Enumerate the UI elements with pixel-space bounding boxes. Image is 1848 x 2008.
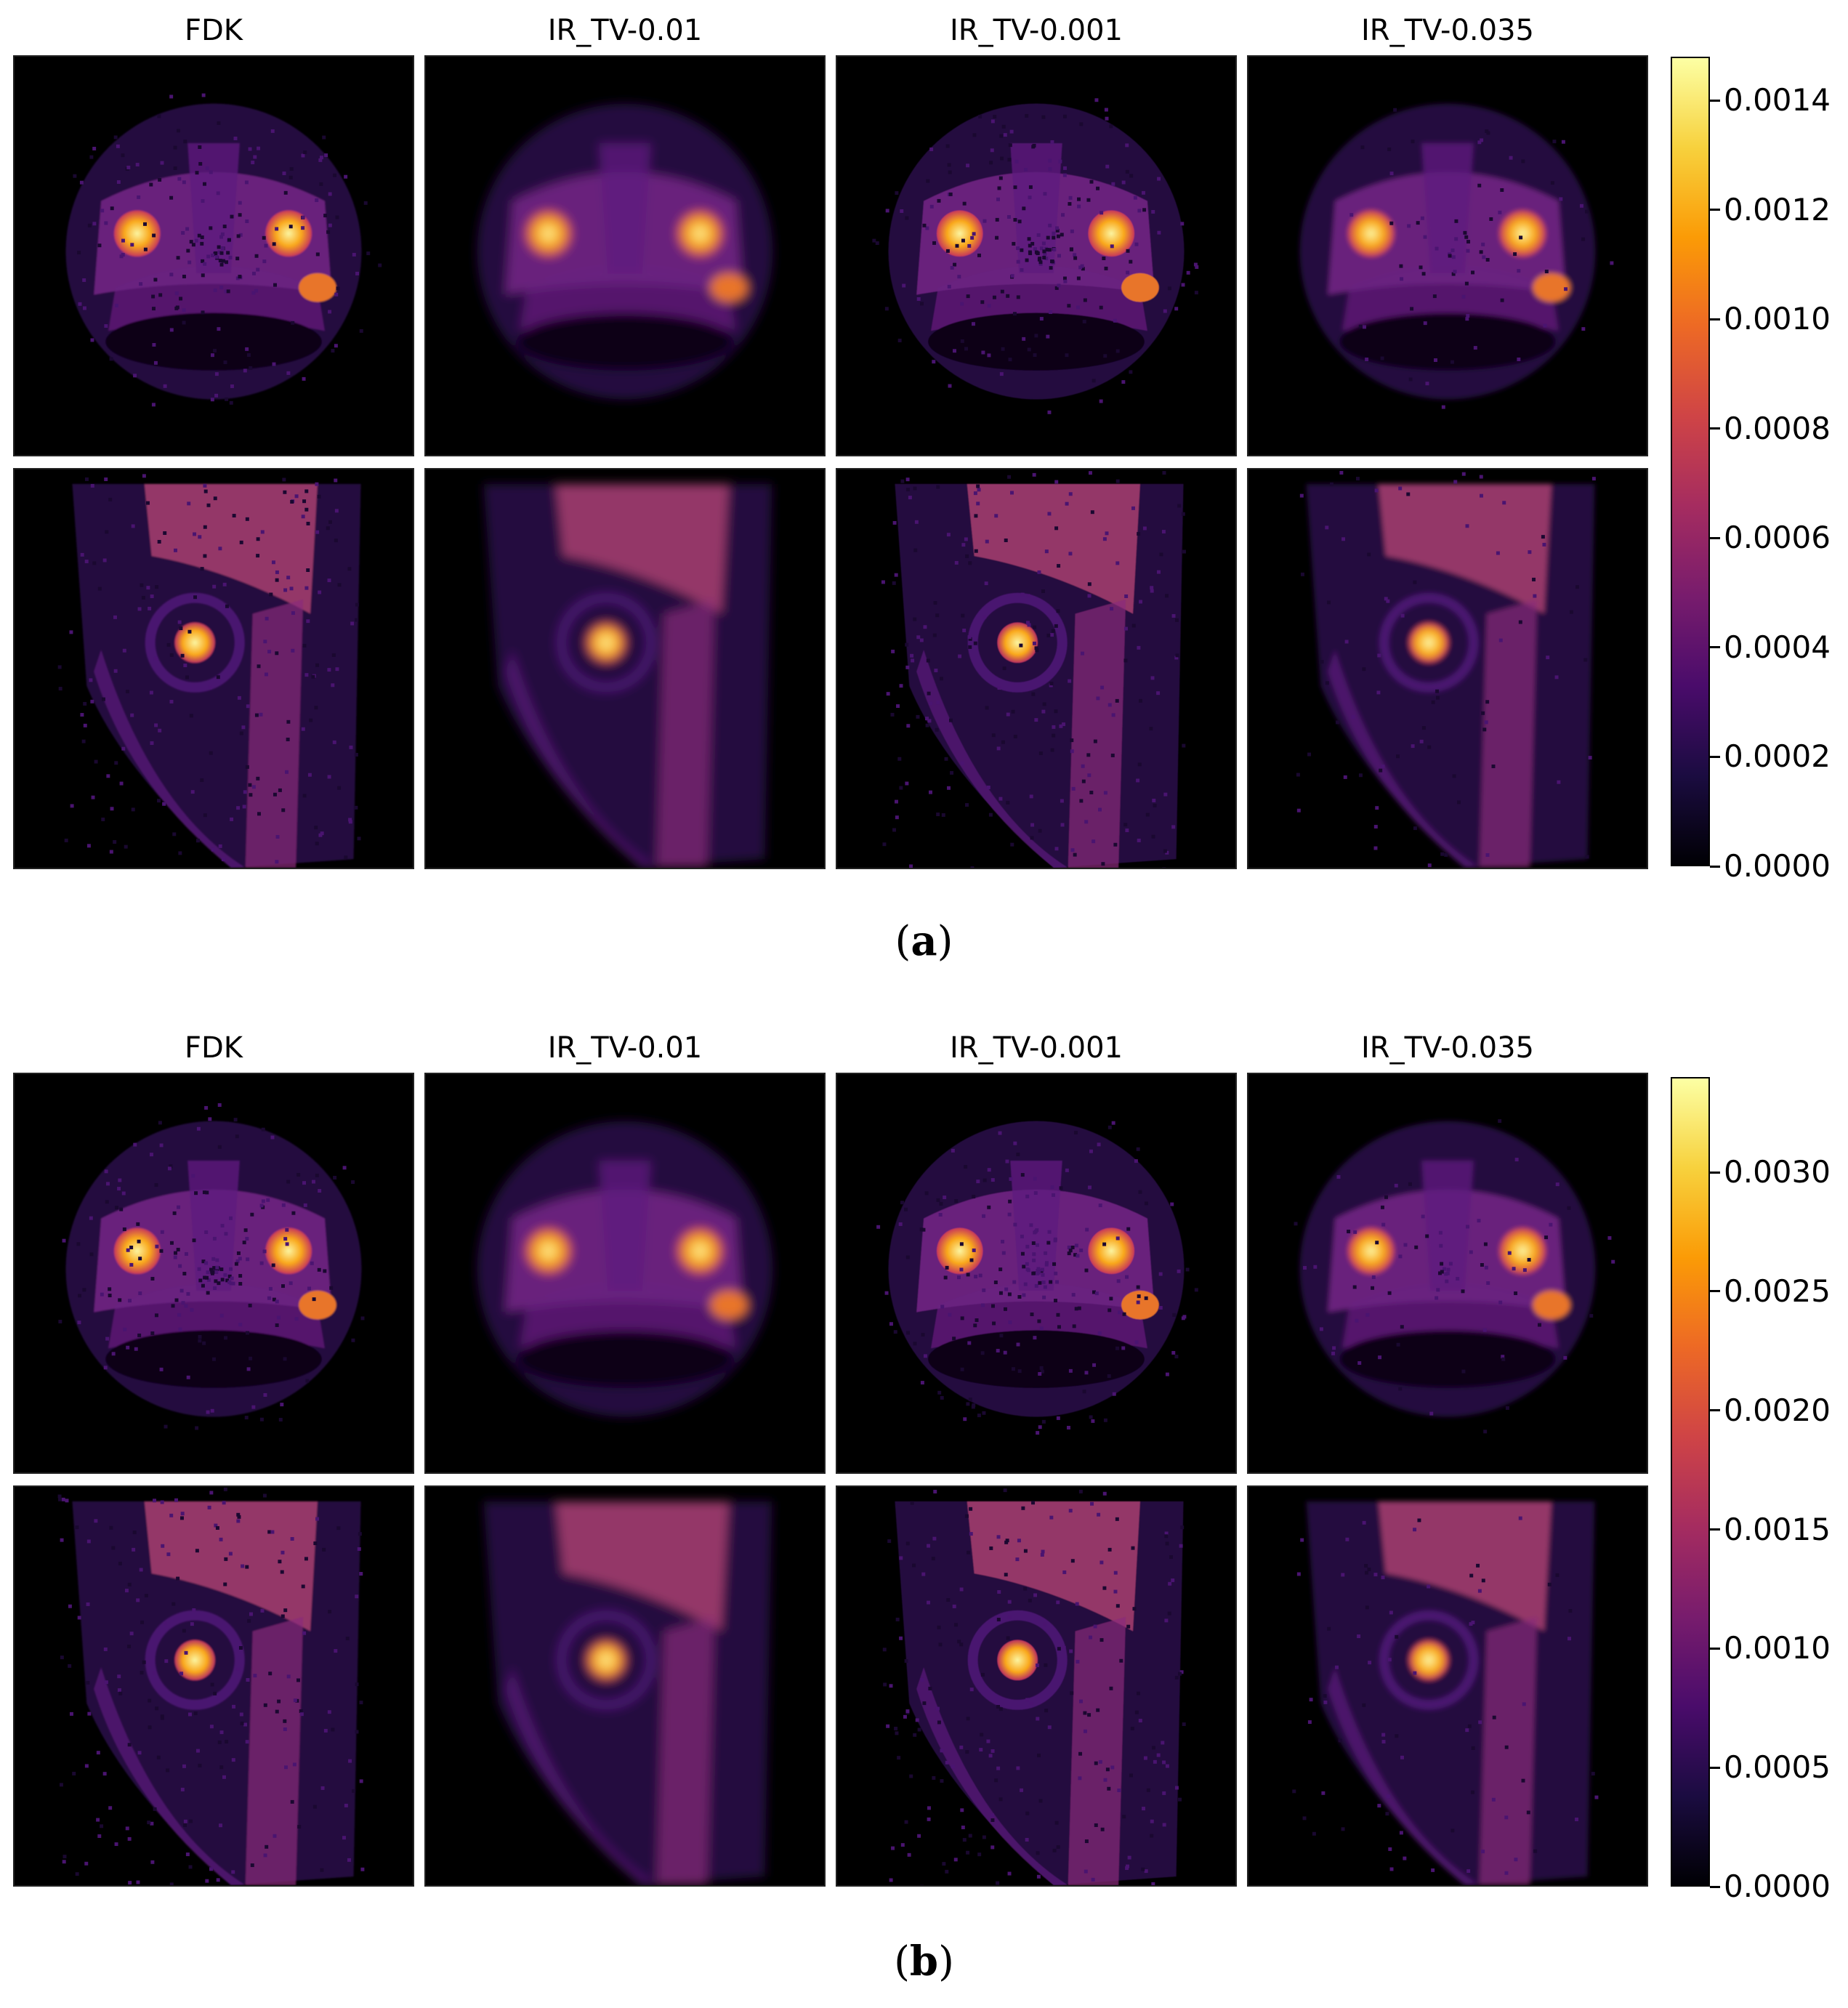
caption-letter: b xyxy=(909,1938,939,1985)
scan-graphic xyxy=(477,103,773,400)
scan-graphic xyxy=(882,1488,1186,1885)
panel-caption: (a) xyxy=(895,917,953,965)
reconstruction-image-axial-fdk xyxy=(13,55,414,456)
scan-graphic xyxy=(477,1121,773,1417)
reconstruction-image-sagittal-fdk xyxy=(13,468,414,869)
column-title: IR_TV-0.01 xyxy=(547,14,703,47)
column-title: FDK xyxy=(184,1031,243,1065)
scan-graphic xyxy=(58,1103,365,1430)
colorbar-tick-label: 0.0002 xyxy=(1724,738,1831,775)
column-title: IR_TV-0.01 xyxy=(547,1031,703,1065)
colorbar-tick xyxy=(1710,1171,1720,1174)
reconstruction-image-sagittal-tv0035 xyxy=(1247,468,1648,869)
colorbar-tick-label: 0.0000 xyxy=(1724,848,1831,884)
scan-graphic xyxy=(872,98,1199,414)
colorbar-tick-label: 0.0025 xyxy=(1724,1273,1831,1309)
column-title: IR_TV-0.001 xyxy=(950,14,1123,47)
caption-letter: a xyxy=(911,917,937,965)
reconstruction-image-sagittal-fdk xyxy=(13,1485,414,1887)
scan-graphic xyxy=(483,483,772,868)
scan-graphic xyxy=(1294,1119,1615,1434)
colorbar-tick xyxy=(1710,209,1720,211)
colorbar xyxy=(1671,1077,1710,1887)
colorbar-tick xyxy=(1710,318,1720,320)
scan-graphic xyxy=(1299,103,1614,409)
colorbar-tick xyxy=(1710,1409,1720,1412)
scan-graphic xyxy=(1296,471,1596,868)
panel-caption: (b) xyxy=(894,1938,954,1985)
colorbar-tick-label: 0.0005 xyxy=(1724,1749,1831,1786)
colorbar-tick-label: 0.0010 xyxy=(1724,1630,1831,1666)
scan-graphic xyxy=(881,471,1186,868)
colorbar-tick xyxy=(1710,646,1720,649)
reconstruction-image-sagittal-tv0001 xyxy=(836,1485,1237,1887)
scan-graphic xyxy=(1292,1501,1599,1885)
reconstruction-image-axial-tv0035 xyxy=(1247,1073,1648,1474)
reconstruction-image-axial-tv0001 xyxy=(836,55,1237,456)
figure-panel-a: FDK IR_TV-0.01 IR_TV-0.001 IR_TV-0.035 0… xyxy=(13,14,1831,965)
figure-panel-b: FDK IR_TV-0.01 IR_TV-0.001 IR_TV-0.035 0… xyxy=(0,1017,1848,2008)
reconstruction-image-sagittal-tv0035 xyxy=(1247,1485,1648,1887)
scan-graphic xyxy=(876,1121,1198,1435)
colorbar-tick-label: 0.0014 xyxy=(1724,82,1831,118)
scan-graphic xyxy=(57,474,361,868)
reconstruction-image-axial-tv0035 xyxy=(1247,55,1648,456)
reconstruction-image-axial-tv0001 xyxy=(836,1073,1237,1474)
colorbar-tick xyxy=(1710,99,1720,102)
reconstruction-image-sagittal-tv001 xyxy=(424,1485,826,1887)
colorbar-tick xyxy=(1710,755,1720,758)
colorbar-tick xyxy=(1710,865,1720,868)
colorbar-tick xyxy=(1710,1885,1720,1888)
colorbar-tick xyxy=(1710,536,1720,539)
colorbar-tick-label: 0.0010 xyxy=(1724,301,1831,337)
colorbar-tick xyxy=(1710,1766,1720,1769)
reconstruction-image-axial-tv001 xyxy=(424,55,826,456)
colorbar-tick-label: 0.0000 xyxy=(1724,1868,1831,1904)
reconstruction-image-sagittal-tv001 xyxy=(424,468,826,869)
scan-graphic xyxy=(57,1487,365,1885)
colorbar-tick-label: 0.0030 xyxy=(1724,1154,1831,1190)
colorbar-tick-label: 0.0004 xyxy=(1724,629,1831,665)
colorbar-tick-label: 0.0012 xyxy=(1724,191,1831,227)
reconstruction-image-sagittal-tv0001 xyxy=(836,468,1237,869)
column-title: IR_TV-0.035 xyxy=(1361,14,1534,47)
colorbar-tick xyxy=(1710,1290,1720,1293)
column-title: FDK xyxy=(184,14,243,47)
reconstruction-image-axial-fdk xyxy=(13,1073,414,1474)
colorbar-tick xyxy=(1710,1528,1720,1531)
reconstruction-image-axial-tv001 xyxy=(424,1073,826,1474)
colorbar-tick xyxy=(1710,427,1720,430)
scan-graphic xyxy=(483,1501,772,1885)
colorbar-tick-label: 0.0006 xyxy=(1724,520,1831,556)
column-title: IR_TV-0.035 xyxy=(1361,1031,1534,1065)
colorbar-tick-label: 0.0020 xyxy=(1724,1392,1831,1428)
colorbar-tick-label: 0.0008 xyxy=(1724,410,1831,446)
column-title: IR_TV-0.001 xyxy=(950,1031,1123,1065)
colorbar-tick xyxy=(1710,1647,1720,1650)
scan-graphic xyxy=(65,93,382,407)
colorbar-tick-label: 0.0015 xyxy=(1724,1511,1831,1547)
colorbar xyxy=(1671,57,1710,866)
